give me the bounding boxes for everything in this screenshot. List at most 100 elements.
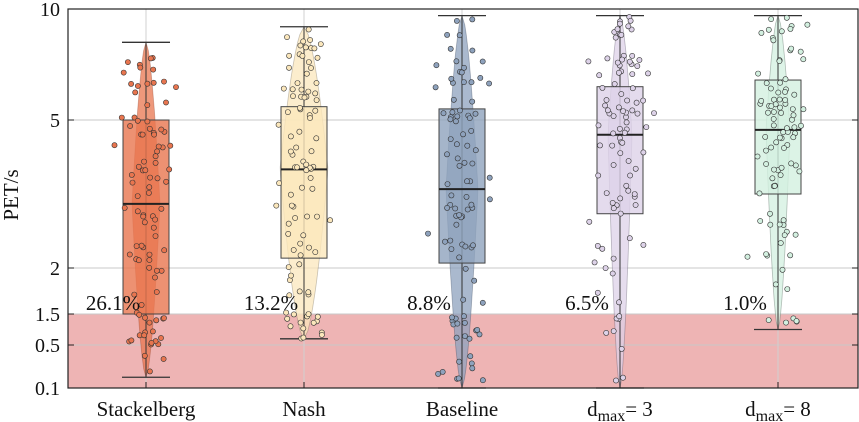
data-point [609,199,616,206]
data-point [619,139,626,146]
data-point [317,41,324,47]
plot-frame [67,8,859,389]
data-point [468,127,475,134]
x-category-label-2: Baseline [426,397,498,421]
data-point [448,75,455,82]
data-point [305,311,312,317]
data-point [294,164,300,171]
data-point [469,47,476,54]
data-point [469,160,476,167]
data-point [126,251,133,258]
data-point [460,296,467,303]
x-category-label-4: dmax= 8 [745,397,811,422]
data-point [153,289,160,295]
data-point [624,97,630,104]
data-point [468,79,475,86]
data-point [453,17,460,24]
data-point [623,182,630,189]
data-point [611,81,618,87]
data-point [158,335,164,341]
data-point [290,311,297,318]
percent-below-label-0: 26.1% [86,291,140,315]
data-point [449,314,455,321]
data-point [146,264,153,271]
data-point [303,70,310,77]
data-point [161,247,168,254]
data-point [460,79,467,85]
data-point [612,34,619,41]
data-point [595,122,602,129]
data-point [314,54,321,61]
data-point [138,242,145,249]
data-point [616,104,622,111]
data-point [314,313,321,320]
data-point [466,115,473,121]
data-point [793,318,800,324]
data-point [154,175,161,182]
data-point [133,243,140,249]
data-point [456,107,463,114]
data-point [456,162,463,169]
data-point [778,110,784,116]
data-point [297,42,304,49]
data-point [146,319,153,326]
data-point [300,334,307,341]
data-point [613,377,619,384]
data-point [144,102,151,108]
y-axis: 0.1 0.5 1.5 2 5 10 [35,0,858,400]
percent-below-label-3: 6.5% [565,291,609,315]
data-point [617,125,623,132]
data-point [286,52,292,59]
data-point [486,196,493,203]
data-point [778,164,785,171]
data-point [629,53,636,59]
data-point [309,185,316,192]
data-point [137,64,144,71]
data-point [303,167,310,174]
data-point [467,353,474,360]
data-point [800,106,807,113]
data-point [617,150,624,156]
data-point [632,165,639,172]
data-point [276,180,282,186]
data-point [767,221,774,228]
data-point [616,69,622,76]
data-point [284,34,290,40]
data-point [144,80,151,87]
data-point [111,142,118,149]
data-point [470,242,476,249]
data-point [610,130,617,137]
data-point [302,44,309,51]
y-tick-label: 0.5 [35,335,60,357]
data-point [447,45,454,52]
data-point [458,69,465,76]
data-point [125,59,131,65]
data-point [121,204,128,211]
data-point [432,84,439,91]
data-point [129,179,136,186]
data-point [779,266,786,273]
data-point [327,217,333,224]
data-point [767,210,773,217]
data-point [768,103,775,109]
data-point [763,147,769,154]
data-point [308,148,315,155]
data-point [152,233,159,239]
data-point [313,80,320,86]
data-point [756,190,763,197]
data-point [775,89,782,96]
data-point [456,254,463,261]
data-point [798,122,804,129]
data-point [161,315,167,321]
data-point [780,217,787,224]
data-point [476,331,483,338]
data-point [134,193,141,199]
data-point [155,143,162,150]
data-point [150,224,157,231]
data-point [768,85,774,92]
data-point [620,374,626,381]
data-point [448,192,455,199]
data-point [153,267,160,274]
data-point [299,53,306,59]
data-point [146,184,153,191]
